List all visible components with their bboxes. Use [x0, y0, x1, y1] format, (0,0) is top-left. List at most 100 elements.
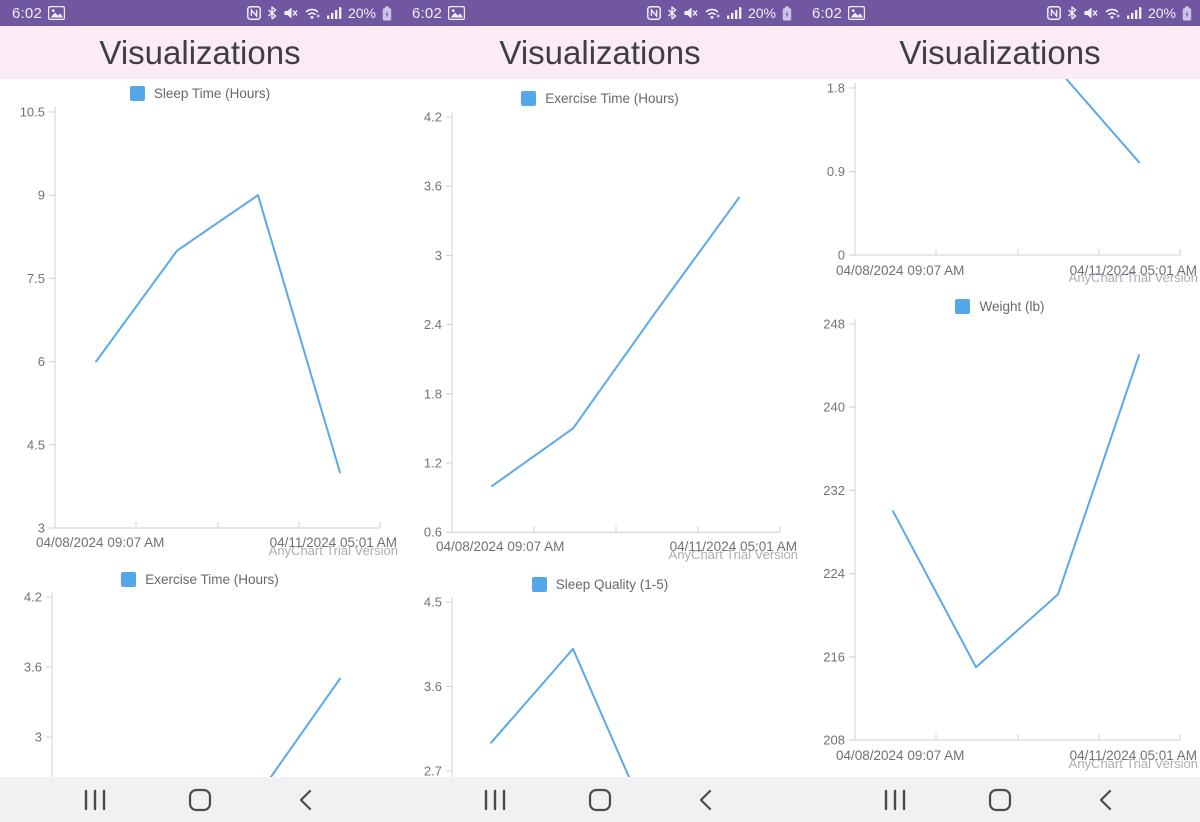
- chart-legend[interactable]: Sleep Quality (1-5): [400, 577, 800, 592]
- chart-legend[interactable]: Exercise Time (Hours): [400, 91, 800, 106]
- app-header: Visualizations: [800, 26, 1200, 82]
- back-button[interactable]: [288, 785, 322, 815]
- series-line[interactable]: [1058, 79, 1140, 164]
- legend-swatch-icon: [955, 299, 971, 314]
- y-tick-label: 4.5: [424, 595, 442, 610]
- legend-label: Weight (lb): [979, 299, 1045, 314]
- x-axis-label-end: 04/11/2024 05:01 AM: [1070, 263, 1197, 278]
- legend-label: Exercise Time (Hours): [545, 91, 679, 106]
- battery-percent-text: 20%: [1147, 5, 1176, 21]
- y-tick-label: 240: [823, 400, 845, 415]
- status-bar: 6:02: [400, 0, 800, 26]
- app-header: Visualizations: [400, 26, 800, 82]
- y-tick-label: 224: [823, 566, 845, 581]
- app-header: Visualizations: [0, 26, 400, 82]
- back-button[interactable]: [1088, 785, 1122, 815]
- wifi-icon: [305, 8, 320, 19]
- battery-icon: [382, 6, 392, 20]
- legend-label: Sleep Quality (1-5): [555, 577, 669, 592]
- bluetooth-icon: [1067, 6, 1077, 20]
- signal-icon: [326, 7, 342, 19]
- back-button[interactable]: [688, 785, 722, 815]
- status-bar: 6:02: [800, 0, 1200, 26]
- y-tick-label: 3: [38, 521, 45, 536]
- legend-swatch-icon: [121, 572, 137, 587]
- chart-legend[interactable]: Exercise Time (Hours): [0, 572, 400, 587]
- y-tick-label: 4.2: [24, 590, 42, 605]
- battery-icon: [782, 6, 792, 20]
- recents-icon: [84, 789, 106, 810]
- recents-button[interactable]: [878, 785, 912, 815]
- trial-watermark: AnyChart Trial Version: [1069, 270, 1198, 285]
- charts-scroll-area[interactable]: 10.5 9 7.5 6 4.5 3 04/08/2024 09:07 AM 04/11/20…: [0, 79, 400, 777]
- page-title: Visualizations: [899, 34, 1101, 71]
- x-axis-label-start: 04/08/2024 09:07 AM: [436, 539, 564, 554]
- x-axis-label-start: 04/08/2024 09:07 AM: [36, 535, 164, 550]
- recents-icon: [484, 789, 506, 810]
- y-tick-label: 232: [823, 483, 845, 498]
- y-tick-label: 2.7: [424, 764, 442, 778]
- y-tick-label: 208: [823, 733, 845, 748]
- status-bar-right: 20%: [1047, 5, 1192, 21]
- series-line[interactable]: [491, 196, 740, 488]
- nfc-icon: [247, 6, 261, 20]
- home-button[interactable]: [583, 785, 617, 815]
- page-title: Visualizations: [499, 34, 701, 71]
- recents-button[interactable]: [478, 785, 512, 815]
- mute-icon: [684, 7, 698, 19]
- recents-icon: [884, 789, 906, 810]
- nfc-icon: [647, 6, 661, 20]
- chart-legend[interactable]: Sleep Time (Hours): [0, 86, 400, 101]
- chart-legend[interactable]: Weight (lb): [800, 299, 1200, 314]
- picture-icon: [448, 6, 465, 20]
- charts-scroll-area[interactable]: 1.8 0.9 0 04/08/2024 09:07 AM 04/11/2024 05:…: [800, 79, 1200, 777]
- battery-percent-text: 20%: [747, 5, 776, 21]
- clock-text: 6:02: [812, 4, 842, 22]
- bluetooth-icon: [267, 6, 277, 20]
- y-tick-label: 1.8: [424, 386, 442, 401]
- series-line[interactable]: [96, 677, 341, 777]
- home-button[interactable]: [183, 785, 217, 815]
- y-tick-label: 0.9: [827, 164, 845, 179]
- legend-swatch-icon: [531, 577, 547, 592]
- wifi-icon: [1105, 8, 1120, 19]
- home-icon: [588, 788, 612, 811]
- bluetooth-icon: [667, 6, 677, 20]
- series-line[interactable]: [95, 194, 341, 474]
- page-title: Visualizations: [99, 34, 301, 71]
- trial-watermark: AnyChart Trial Version: [269, 543, 398, 558]
- wifi-icon: [705, 8, 720, 19]
- battery-percent-text: 20%: [347, 5, 376, 21]
- y-tick-label: 248: [823, 317, 845, 332]
- charts-scroll-area[interactable]: 4.2 3.6 3 2.4 1.8 1.2 0.6 04/08/2024 09:07 AM 04…: [400, 79, 800, 777]
- y-tick-label: 6: [38, 354, 45, 369]
- x-axis-label-end: 04/11/2024 05:01 AM: [270, 535, 397, 550]
- legend-swatch-icon: [129, 86, 145, 101]
- recents-button[interactable]: [78, 785, 112, 815]
- home-button[interactable]: [983, 785, 1017, 815]
- status-bar-left: 6:02: [12, 5, 65, 22]
- y-tick-label: 1.2: [424, 456, 442, 471]
- y-tick-label: 3.6: [24, 660, 42, 675]
- android-nav-bar: [0, 777, 400, 822]
- y-tick-label: 216: [823, 649, 845, 664]
- status-bar: 6:02: [0, 0, 400, 26]
- x-axis-label-start: 04/08/2024 09:07 AM: [836, 263, 964, 278]
- legend-swatch-icon: [521, 91, 537, 106]
- y-tick-label: 3.6: [424, 179, 442, 194]
- legend-label: Sleep Time (Hours): [153, 86, 271, 101]
- android-nav-bar: [400, 777, 800, 822]
- y-tick-label: 2.4: [424, 317, 442, 332]
- y-tick-label: 3: [35, 730, 42, 745]
- y-tick-label: 3.6: [424, 679, 442, 694]
- status-bar-left: 6:02: [812, 5, 865, 22]
- signal-icon: [1126, 7, 1142, 19]
- series-line[interactable]: [892, 354, 1140, 669]
- trial-watermark: AnyChart Trial Version: [669, 547, 798, 562]
- android-nav-bar: [800, 777, 1200, 822]
- phone-panel: 6:02: [800, 0, 1200, 822]
- x-axis-label-end: 04/11/2024 05:01 AM: [670, 539, 797, 554]
- series-line[interactable]: [490, 647, 655, 777]
